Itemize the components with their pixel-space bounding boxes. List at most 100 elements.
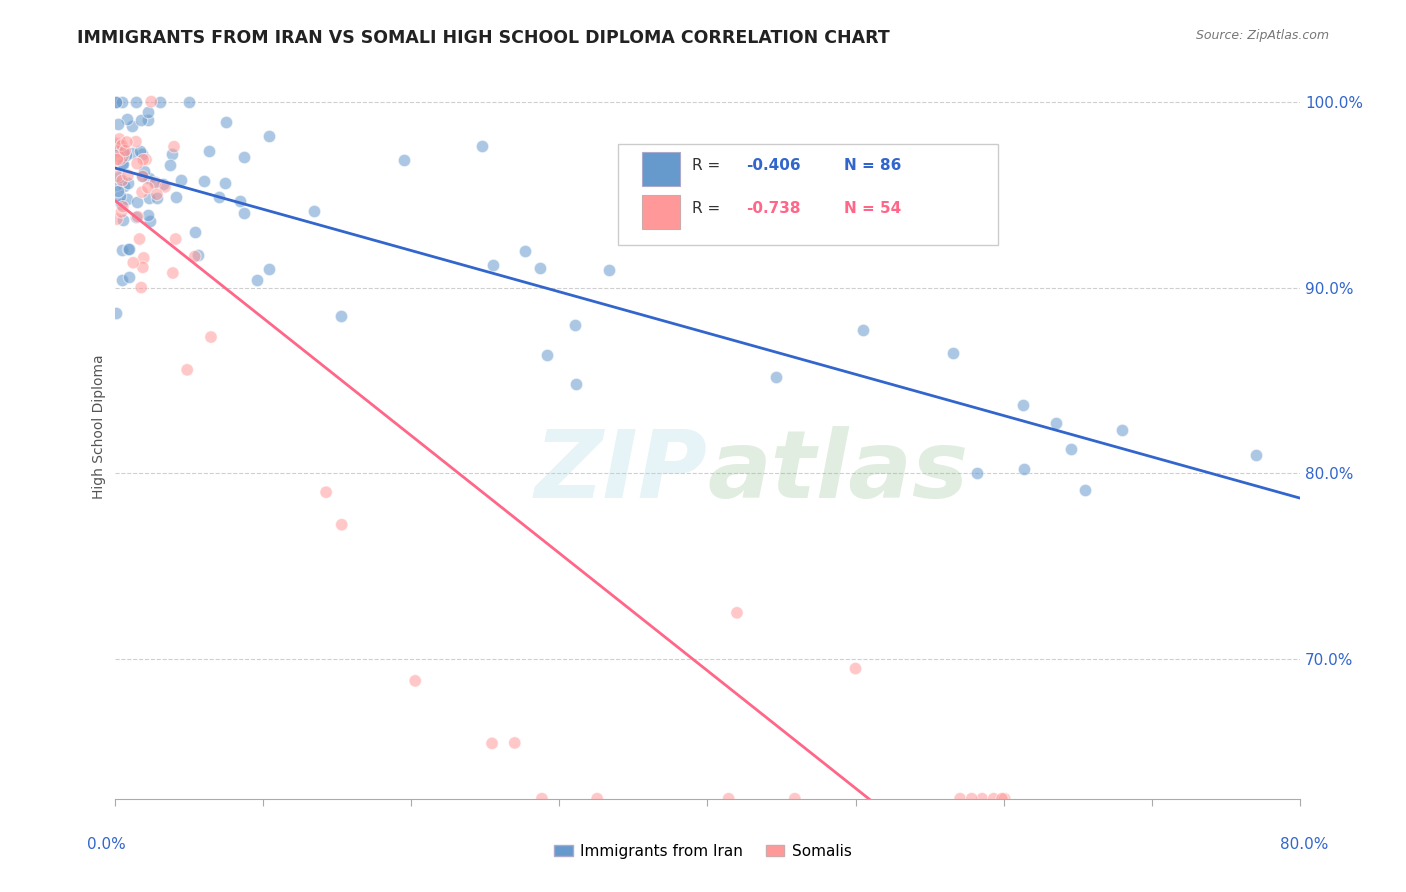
Point (966, 467, 988, 481)
Point (136, 208, 159, 222)
Point (105, 95, 128, 109)
Text: Source: ZipAtlas.com: Source: ZipAtlas.com (1195, 29, 1329, 42)
Point (111, 156, 134, 170)
Point (481, 736, 503, 750)
Point (184, 250, 207, 264)
Point (200, 330, 222, 344)
Point (110, 141, 132, 155)
Point (949, 791, 972, 805)
Point (111, 200, 134, 214)
Point (330, 517, 353, 532)
Point (1045, 416, 1067, 430)
Point (121, 119, 143, 133)
Point (586, 791, 609, 805)
Point (122, 256, 145, 270)
Point (783, 791, 806, 805)
Point (108, 132, 131, 146)
Point (844, 662, 866, 676)
Text: ZIP: ZIP (534, 425, 707, 517)
Point (991, 791, 1014, 805)
Point (960, 791, 983, 805)
Point (530, 791, 553, 805)
Point (108, 150, 131, 164)
Point (111, 138, 134, 153)
Point (111, 156, 134, 170)
Point (107, 153, 129, 167)
Point (118, 242, 141, 256)
Point (198, 144, 221, 158)
Point (111, 95, 134, 109)
Point (124, 95, 146, 109)
Point (176, 363, 198, 377)
Point (1244, 448, 1267, 462)
Point (111, 173, 134, 187)
FancyBboxPatch shape (619, 145, 998, 244)
Point (138, 105, 160, 120)
Text: N = 54: N = 54 (844, 201, 901, 216)
Point (105, 145, 128, 160)
Point (111, 212, 134, 227)
Text: R =: R = (692, 201, 725, 216)
Point (392, 153, 415, 167)
Point (110, 243, 132, 257)
Point (105, 212, 128, 227)
Point (125, 211, 148, 225)
Point (163, 139, 186, 153)
Point (160, 146, 183, 161)
Point (121, 146, 143, 161)
Point (233, 150, 256, 164)
Point (131, 113, 153, 128)
Point (1012, 462, 1035, 476)
Point (179, 95, 201, 109)
Point (112, 178, 135, 193)
Point (131, 169, 153, 183)
Point (108, 169, 131, 184)
Text: 0.0%: 0.0% (87, 838, 127, 852)
Point (942, 345, 965, 359)
Point (135, 153, 157, 167)
Point (165, 189, 187, 203)
Point (481, 259, 503, 273)
Text: N = 86: N = 86 (844, 158, 901, 173)
Point (852, 323, 875, 337)
Point (503, 736, 526, 750)
Point (117, 243, 139, 257)
Point (114, 144, 136, 158)
FancyBboxPatch shape (643, 152, 681, 186)
Point (138, 214, 160, 228)
Point (162, 266, 184, 280)
Y-axis label: High School Diploma: High School Diploma (93, 355, 107, 500)
Point (110, 205, 132, 219)
Point (228, 194, 250, 208)
Point (153, 180, 176, 194)
Point (132, 153, 155, 167)
Point (105, 306, 128, 320)
Point (138, 191, 160, 205)
Point (105, 95, 128, 109)
Point (1012, 398, 1035, 412)
Point (725, 606, 748, 620)
Point (1111, 423, 1133, 437)
Point (114, 148, 136, 162)
Point (183, 226, 205, 240)
Text: IMMIGRANTS FROM IRAN VS SOMALI HIGH SCHOOL DIPLOMA CORRELATION CHART: IMMIGRANTS FROM IRAN VS SOMALI HIGH SCHO… (77, 29, 890, 46)
Text: R =: R = (692, 158, 725, 173)
Point (105, 178, 128, 193)
Point (132, 251, 155, 265)
Point (972, 791, 994, 805)
Point (136, 180, 159, 194)
Point (214, 176, 236, 190)
Point (129, 280, 152, 294)
Point (107, 184, 129, 198)
Point (132, 260, 155, 275)
Point (105, 136, 128, 151)
Point (170, 173, 193, 187)
Point (1074, 483, 1097, 497)
Text: atlas: atlas (707, 425, 969, 517)
Point (165, 232, 187, 246)
Point (115, 135, 138, 149)
Point (187, 248, 209, 262)
Point (246, 273, 269, 287)
Point (127, 210, 149, 224)
Point (471, 139, 494, 153)
